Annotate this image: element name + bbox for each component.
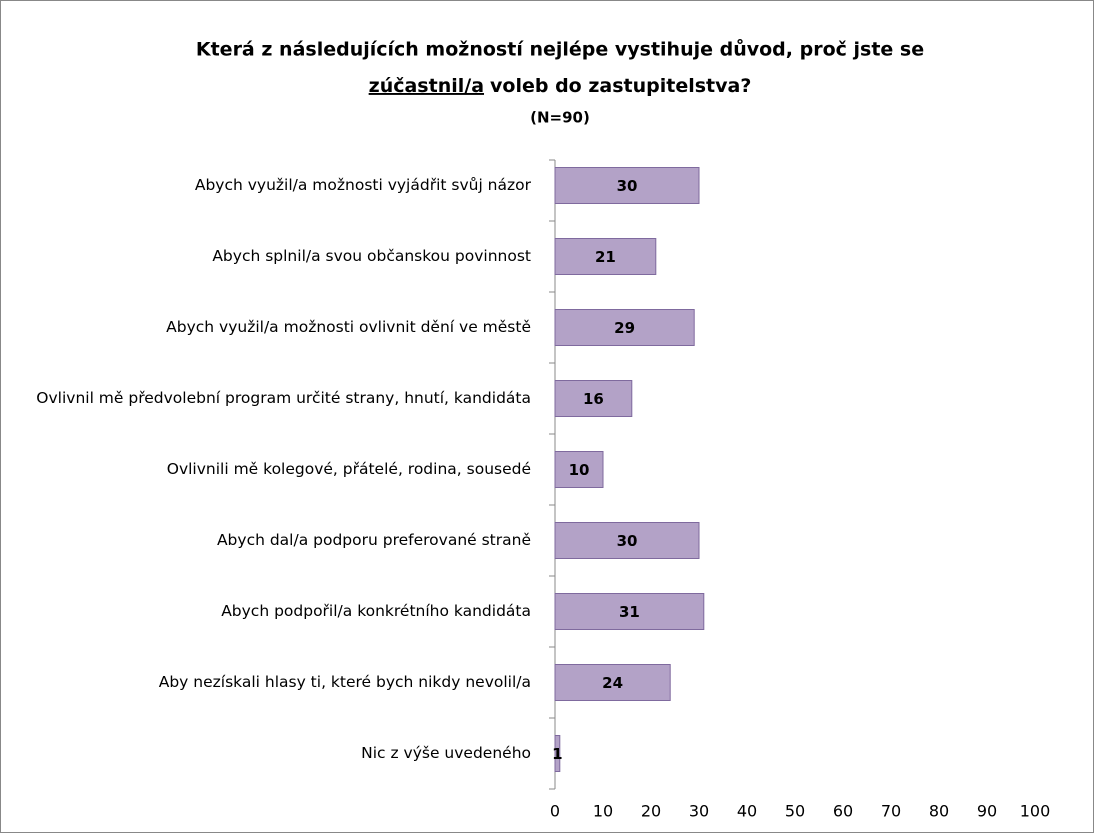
chart-title: Která z následujících možností nejlépe v…: [196, 38, 924, 61]
bar: [554, 451, 604, 488]
y-tick-label: Abych využil/a možnosti vyjádřit svůj ná…: [195, 176, 532, 194]
y-tick-label: Abych podpořil/a konkrétního kandidáta: [221, 602, 531, 620]
value-label: 30: [617, 177, 638, 195]
title-rest: voleb do zastupitelstva?: [490, 75, 751, 97]
x-tick-label: 40: [737, 802, 757, 821]
x-tick-label: 100: [1020, 802, 1051, 821]
x-tick-label: 30: [689, 802, 709, 821]
y-tick-label: Ovlivnili mě kolegové, přátelé, rodina, …: [167, 460, 531, 478]
bar: [554, 664, 671, 701]
bar: [554, 167, 700, 204]
x-tick-label: 80: [929, 802, 949, 821]
value-label: 1: [552, 745, 562, 763]
bar: [554, 238, 657, 275]
y-tick-label: Abych splnil/a svou občanskou povinnost: [212, 247, 531, 265]
y-tick-label: Nic z výše uvedeného: [361, 744, 531, 762]
value-label: 29: [614, 319, 635, 337]
value-label: 31: [619, 603, 640, 621]
x-tick-label: 0: [550, 802, 560, 821]
chart-subtitle: (N=90): [530, 109, 590, 127]
chart-title-line2: zúčastnil/a voleb do zastupitelstva?: [369, 75, 752, 97]
x-tick-label: 60: [833, 802, 853, 821]
x-tick-label: 10: [593, 802, 613, 821]
y-tick-label: Ovlivnil mě předvolební program určité s…: [36, 389, 531, 407]
x-tick-label: 90: [977, 802, 997, 821]
x-tick-label: 50: [785, 802, 805, 821]
value-label: 16: [583, 390, 604, 408]
bar: [554, 735, 561, 772]
bar: [554, 593, 705, 630]
y-tick-label: Abych dal/a podporu preferované straně: [217, 531, 531, 549]
bar: [554, 380, 633, 417]
y-tick-label: Aby nezískali hlasy ti, které bych nikdy…: [159, 673, 531, 691]
title-underlined: zúčastnil/a: [369, 75, 484, 97]
value-label: 21: [595, 248, 616, 266]
value-label: 30: [617, 532, 638, 550]
value-label: 24: [602, 674, 623, 692]
bar: [554, 309, 695, 346]
x-tick-label: 20: [641, 802, 661, 821]
bar: [554, 522, 700, 559]
x-tick-label: 70: [881, 802, 901, 821]
value-label: 10: [569, 461, 590, 479]
y-tick-label: Abych využil/a možnosti ovlivnit dění ve…: [166, 318, 531, 336]
